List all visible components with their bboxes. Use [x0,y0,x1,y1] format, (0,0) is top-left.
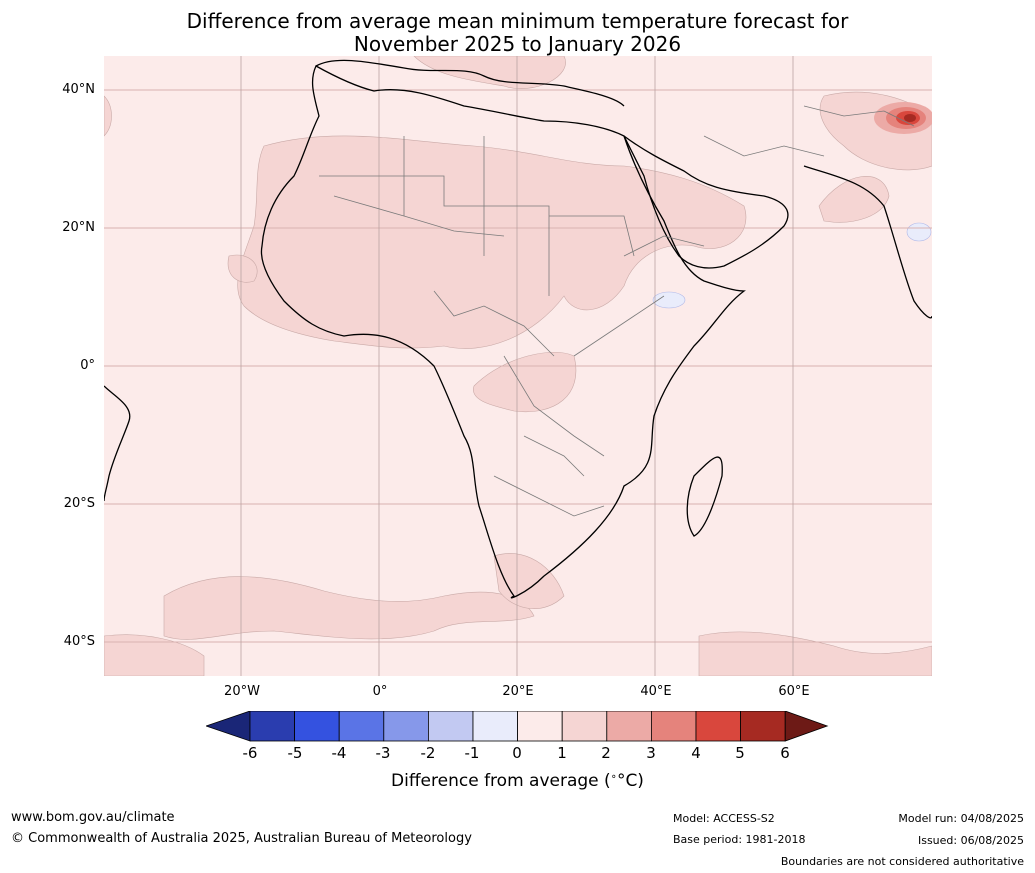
lat-gridlines [104,89,932,643]
colorbar-tick: 3 [646,744,656,762]
colorbar-tick: 6 [780,744,790,762]
colorbar-extend-low [206,711,251,742]
footer-website[interactable]: www.bom.gov.au/climate [11,810,175,825]
southern-ocean-warm-band [163,576,535,640]
colorbar-tick: 4 [691,744,701,762]
colorbar-tick: -5 [287,744,303,762]
southern-ocean-warm-band-west [104,634,205,676]
colorbar-cell [740,711,786,742]
colorbar-cell [383,711,429,742]
colorbar-cell [606,711,652,742]
southern-ocean-warm-band-east [698,631,932,676]
ethiopia-cool-patch [652,291,686,309]
colorbar-label-text: Difference from average ( [391,771,611,791]
colorbar-extend-high [784,711,829,742]
title-line-2: November 2025 to January 2026 [353,32,682,56]
footer-model-run: Model run: 04/08/2025 [898,812,1024,825]
title-line-1: Difference from average mean minimum tem… [186,9,849,33]
hotspot-ring-6 [904,114,916,122]
anomaly-1-2-regions [104,56,932,676]
lon-label-20w: 20°W [224,684,260,699]
footer-issued: Issued: 06/08/2025 [917,834,1024,847]
forecast-map [104,56,932,676]
footer-base-period: Base period: 1981-2018 [673,833,806,846]
colorbar-cell [695,711,741,742]
colorbar-cell [517,711,563,742]
colorbar-tick: 5 [735,744,745,762]
colorbar-cell [561,711,608,742]
lon-gridlines [240,56,794,676]
lon-label-0: 0° [372,684,388,699]
colorbar-tick: -3 [375,744,391,762]
colorbar-tick: 0 [512,744,522,762]
footer-disclaimer: Boundaries are not considered authoritat… [780,855,1024,868]
colorbar-tick: 1 [557,744,567,762]
colorbar-cell [650,711,697,742]
lat-label-20s: 20°S [63,496,95,511]
central-africa-warm-region [473,351,577,413]
lat-label-40n: 40°N [62,82,95,97]
colorbar-cell [427,711,474,742]
lat-label-20n: 20°N [62,220,95,235]
colorbar-cell [294,711,340,742]
colorbar-cell [249,711,295,742]
colorbar-cells [206,711,829,742]
lon-label-40e: 40°E [640,684,672,699]
lat-label-0: 0° [80,358,95,373]
colorbar-tick: -1 [464,744,480,762]
lon-label-20e: 20°E [502,684,534,699]
colorbar-label-unit: °C) [616,771,644,791]
footer-model: Model: ACCESS-S2 [673,812,775,825]
himalaya-hotspot [874,102,932,134]
india-warm-region [818,176,890,223]
colorbar-tick: -6 [242,744,258,762]
colorbar-label: Difference from average (∘°C) [391,771,644,791]
india-cool-patch [906,222,932,242]
colorbar-tick: -4 [331,744,347,762]
colorbar-cell [338,711,385,742]
footer-copyright: © Commonwealth of Australia 2025, Austra… [11,831,472,846]
india-coastline [803,165,932,319]
coastlines [104,59,932,599]
colorbar-cell [472,711,518,742]
colorbar-tick: 2 [601,744,611,762]
arabia-coastline [623,135,789,269]
map-svg [104,56,932,676]
atlantic-warm-region [104,95,112,137]
west-africa-coast-warm [227,254,258,283]
lon-label-60e: 60°E [778,684,810,699]
colorbar-tick: -2 [420,744,436,762]
mediterranean-coastline [315,59,625,107]
colorbar [206,711,829,742]
africa-coastline [260,65,746,599]
madagascar-coastline [686,456,723,537]
country-borders [319,105,915,517]
sahara-warm-region [237,135,747,349]
lat-label-40s: 40°S [63,634,95,649]
chart-title: Difference from average mean minimum tem… [0,10,1035,56]
south-america-coastline [104,385,131,502]
south-africa-warm-region [493,553,565,609]
